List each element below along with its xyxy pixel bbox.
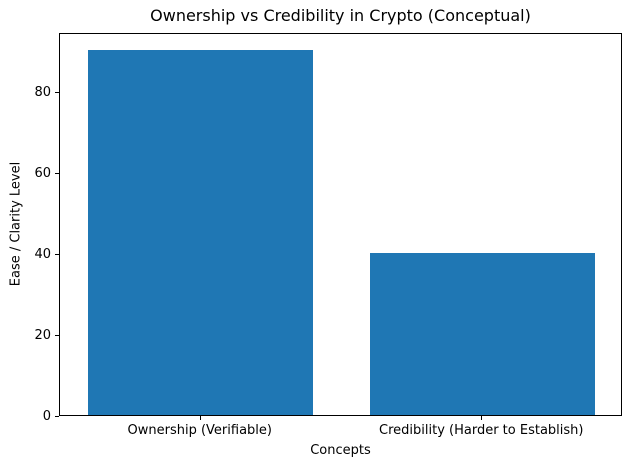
bar-2 <box>369 252 595 415</box>
bar-1 <box>88 50 314 415</box>
y-axis-label-text: Ease / Clarity Level <box>8 161 24 287</box>
y-tick-mark <box>55 172 59 174</box>
x-tick-label: Ownership (Verifiable) <box>127 423 272 438</box>
y-tick-mark <box>55 253 59 255</box>
y-tick-label: 80 <box>34 84 51 100</box>
y-tick-mark <box>55 416 59 417</box>
plot-area <box>59 33 622 416</box>
y-tick-mark <box>55 91 59 93</box>
x-tick-mark <box>481 416 483 420</box>
y-tick-label: 60 <box>34 165 51 181</box>
chart-title: Ownership vs Credibility in Crypto (Conc… <box>150 6 531 25</box>
y-tick-label: 40 <box>34 246 51 262</box>
y-tick-mark <box>55 334 59 336</box>
y-tick-label: 20 <box>34 327 51 343</box>
x-tick-mark <box>199 416 201 420</box>
y-tick-label: 0 <box>42 409 51 424</box>
x-axis-label: Concepts <box>310 443 371 458</box>
x-tick-label: Credibility (Harder to Establish) <box>379 423 584 438</box>
